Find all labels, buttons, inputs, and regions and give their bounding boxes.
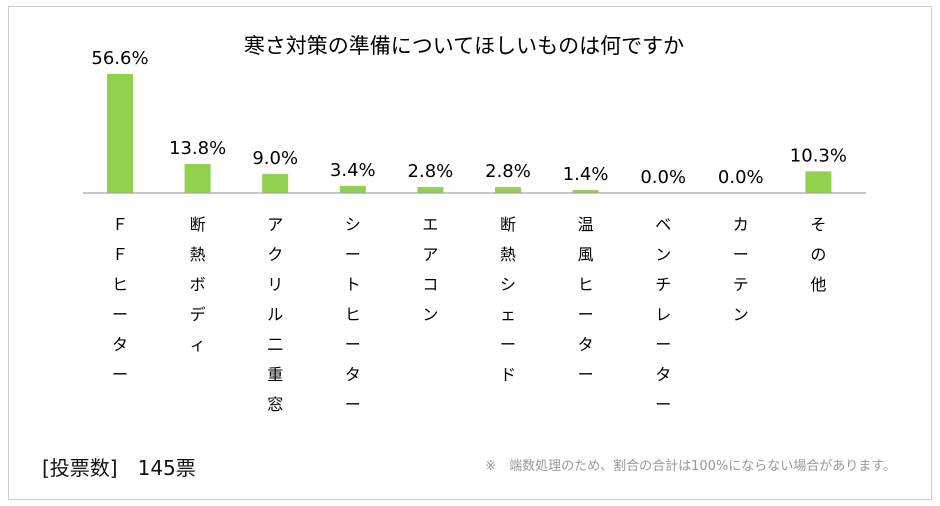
chart-frame	[8, 6, 932, 500]
value-label: 2.8%	[408, 161, 454, 182]
bar	[262, 174, 289, 193]
value-labels-group: 56.6% 13.8% 9.0% 3.4% 2.8% 2.8% 1.4% 0.0% 0.0% 10…	[91, 48, 847, 188]
category-label: ベンチレーター	[655, 215, 671, 414]
value-label: 56.6%	[91, 48, 148, 69]
category-label: カーテン	[733, 215, 749, 324]
category-label: 断熱ボディ	[190, 215, 206, 354]
bar	[572, 190, 599, 193]
rounding-note: ※ 端数処理のため、割合の合計は100%にならない場合があります。	[485, 459, 896, 474]
category-label: その他	[810, 215, 826, 294]
category-label: 温風ヒーター	[578, 215, 594, 384]
bar	[417, 187, 444, 193]
value-label: 0.0%	[718, 167, 764, 188]
value-label: 3.4%	[330, 160, 376, 181]
value-label: 9.0%	[252, 148, 298, 169]
category-label: エアコン	[422, 215, 438, 324]
value-label: 13.8%	[169, 138, 226, 159]
bar	[339, 185, 366, 193]
value-label: 1.4%	[563, 164, 609, 185]
vote-count: [投票数] 145票	[42, 456, 196, 480]
bars-group	[107, 74, 832, 193]
category-label: シートヒーター	[345, 215, 361, 414]
category-label: 断熱シェード	[500, 215, 516, 384]
bar	[107, 74, 133, 193]
value-label: 0.0%	[640, 167, 686, 188]
bar	[184, 163, 211, 193]
category-label: ＦＦヒーター	[112, 215, 128, 384]
chart-title: 寒さ対策の準備についてほしいものは何ですか	[244, 34, 684, 58]
bar	[805, 171, 832, 193]
bar	[495, 187, 521, 193]
category-label: アクリル二重窓	[267, 215, 283, 414]
category-labels-group: ＦＦヒーター 断熱ボディ アクリル二重窓 シートヒーター エアコン 断熱シェード 温風ヒータ…	[112, 215, 826, 414]
value-label: 10.3%	[790, 145, 847, 166]
value-label: 2.8%	[485, 161, 531, 182]
